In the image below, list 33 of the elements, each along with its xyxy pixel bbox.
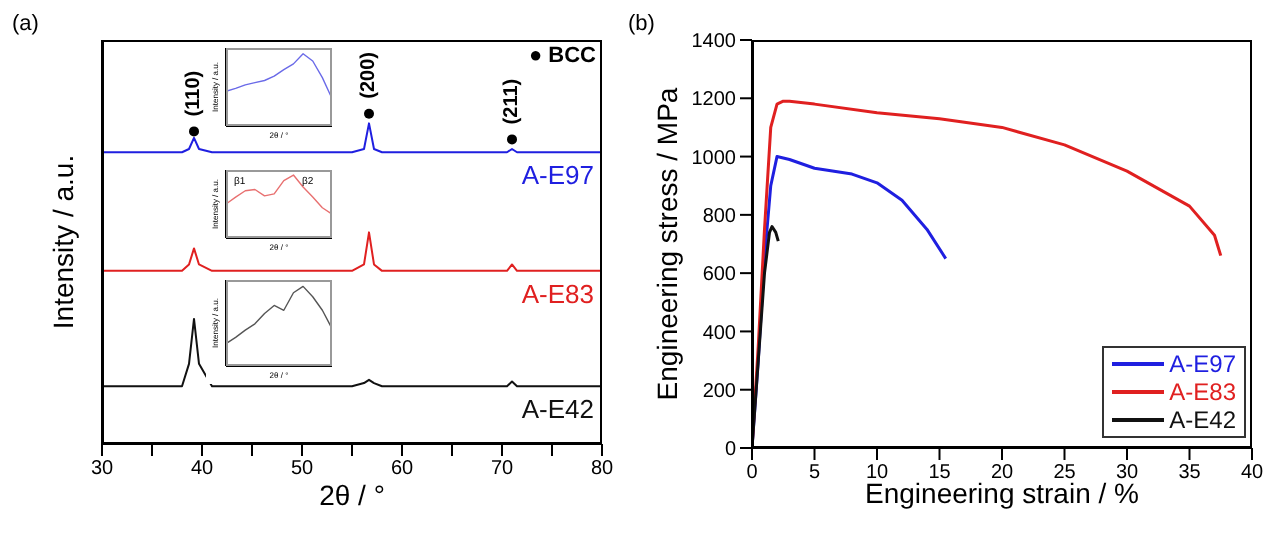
y-tick-label: 800 — [702, 205, 737, 228]
legend-label: A-E42 — [1169, 406, 1236, 434]
y-tick-label: 0 — [724, 439, 737, 462]
text: (b) — [628, 12, 655, 36]
y-tick-label: 1200 — [691, 89, 737, 112]
y-tick-label: 600 — [702, 264, 737, 287]
x-tick-label: 70 — [490, 458, 514, 481]
x-tick-label: 35 — [1178, 462, 1202, 485]
y-tick-label: 400 — [702, 322, 737, 345]
x-tick-label: 60 — [390, 458, 414, 481]
x-tick-label: 40 — [190, 458, 214, 481]
legend-label: A-E97 — [1169, 350, 1236, 378]
legend-label: A-E83 — [1169, 378, 1236, 406]
series-label: A-E42 — [521, 394, 594, 425]
x-tick-label: 40 — [1240, 462, 1264, 485]
x-tick-label: 80 — [590, 458, 614, 481]
y-tick-label: 200 — [702, 380, 737, 403]
x-tick-label: 0 — [746, 462, 759, 485]
text: (a) — [12, 12, 39, 36]
y-axis-title: Engineering stress / MPa — [651, 87, 684, 401]
series-label: A-E83 — [521, 278, 594, 309]
x-tick-label: 5 — [808, 462, 821, 485]
y-axis-title: Intensity / a.u. — [47, 154, 80, 330]
x-tick-label: 50 — [290, 458, 314, 481]
series-label: A-E97 — [521, 160, 594, 191]
x-axis-title: 2θ / ° — [319, 479, 385, 512]
x-tick-label: 30 — [90, 458, 114, 481]
annotation: (110) — [183, 70, 206, 117]
annotation: (211) — [501, 78, 524, 125]
y-tick-label: 1400 — [691, 31, 737, 54]
text: ● BCC — [528, 44, 596, 68]
annotation: (200) — [358, 52, 381, 99]
y-tick-label: 1000 — [691, 147, 737, 170]
